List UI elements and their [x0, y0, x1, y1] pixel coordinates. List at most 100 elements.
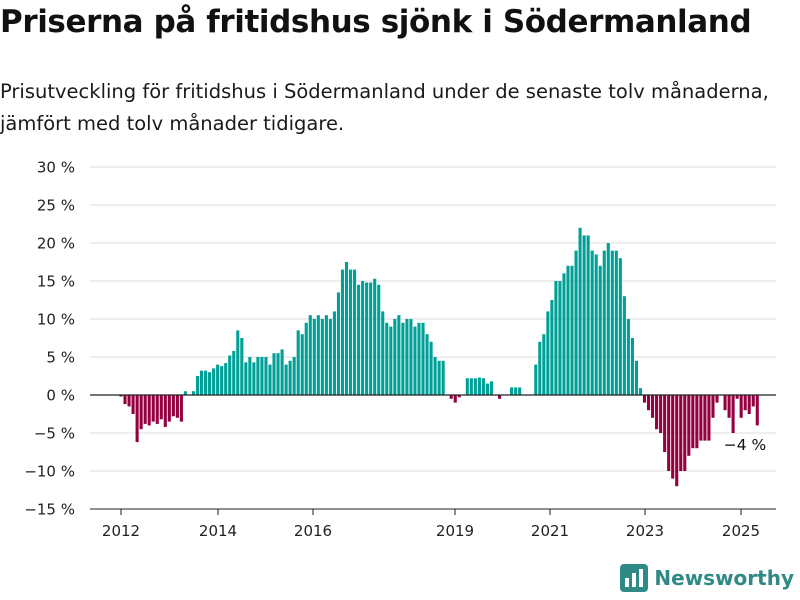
bar — [280, 349, 284, 395]
bar — [659, 395, 663, 433]
bar — [630, 338, 634, 395]
bar — [743, 395, 747, 411]
bar — [183, 391, 187, 395]
bar — [514, 387, 518, 395]
bar — [518, 387, 522, 395]
bar — [421, 322, 425, 395]
bar — [691, 395, 695, 449]
bar — [413, 326, 417, 395]
bar — [377, 284, 381, 395]
y-tick-label: 25 % — [37, 197, 75, 215]
bar — [195, 376, 200, 395]
bar — [316, 315, 320, 395]
bar — [562, 273, 566, 395]
bar — [163, 395, 167, 427]
x-tick-label: 2019 — [436, 522, 474, 540]
bar — [344, 262, 349, 395]
bar — [558, 281, 562, 395]
bar — [679, 395, 683, 471]
bar — [381, 311, 385, 395]
bar — [224, 363, 228, 395]
bar — [308, 315, 312, 395]
bar — [626, 319, 630, 395]
bar — [216, 364, 220, 395]
bar — [385, 322, 389, 395]
bar — [634, 360, 639, 395]
bar — [179, 395, 183, 422]
bar — [671, 395, 675, 479]
bar — [429, 341, 433, 395]
bar — [127, 395, 131, 407]
bar — [357, 284, 361, 395]
bar — [739, 395, 743, 418]
bar — [683, 395, 687, 471]
bar — [598, 265, 602, 395]
bar — [437, 360, 441, 395]
bar — [236, 330, 240, 395]
bar — [135, 395, 139, 443]
bar — [707, 395, 711, 441]
bar — [663, 395, 667, 452]
bar — [369, 282, 373, 395]
chart-title: Priserna på fritidshus sjönk i Södermanl… — [0, 4, 752, 40]
bar — [489, 381, 494, 395]
bar — [220, 366, 224, 395]
bar — [324, 315, 328, 395]
bar — [606, 243, 610, 395]
x-axis: 2012 2014 2016 2019 2021 2023 2025 — [90, 508, 776, 540]
bar — [566, 265, 570, 395]
bar — [348, 269, 353, 395]
bar — [260, 357, 264, 395]
y-tick-label: 10 % — [37, 311, 75, 329]
bar — [244, 362, 248, 395]
y-tick-label: 5 % — [46, 349, 75, 367]
y-axis-labels: 30 % 25 % 20 % 15 % 10 % 5 % 0 % −5 % −10 % −15 % — [24, 159, 75, 519]
bar — [320, 319, 324, 395]
bar — [755, 395, 759, 426]
bar — [449, 395, 453, 399]
newsworthy-logo-icon — [620, 564, 649, 592]
bar — [727, 395, 731, 418]
bar — [711, 395, 715, 418]
x-tick-label: 2021 — [531, 522, 569, 540]
bar — [578, 227, 582, 395]
bar — [747, 395, 751, 414]
bar — [510, 387, 514, 395]
y-tick-label: −15 % — [24, 501, 75, 519]
bar — [614, 250, 618, 395]
bar — [139, 395, 143, 430]
bar — [546, 311, 550, 395]
bar — [365, 282, 369, 395]
bar — [361, 281, 365, 395]
bar — [373, 278, 377, 395]
bar — [252, 362, 256, 395]
bar — [272, 353, 276, 395]
x-tick-label: 2016 — [294, 522, 332, 540]
bar — [457, 395, 461, 398]
bar — [264, 357, 268, 395]
bar — [312, 319, 316, 395]
bar — [646, 395, 651, 411]
bar — [542, 334, 546, 395]
bar — [602, 250, 606, 395]
bar — [175, 395, 179, 418]
bar — [171, 395, 175, 417]
bar — [477, 377, 481, 395]
bar — [240, 338, 244, 395]
bar — [167, 395, 171, 422]
bar — [328, 319, 332, 395]
bar — [675, 395, 679, 487]
bar — [300, 334, 304, 395]
bar — [453, 395, 457, 403]
bar — [538, 341, 542, 395]
bar — [208, 372, 212, 395]
bar — [655, 395, 659, 430]
bar — [586, 235, 590, 395]
bar — [465, 378, 469, 395]
bar — [256, 357, 260, 395]
bar — [703, 395, 707, 441]
bar — [441, 360, 445, 395]
bar — [574, 250, 578, 395]
bar — [268, 364, 272, 395]
